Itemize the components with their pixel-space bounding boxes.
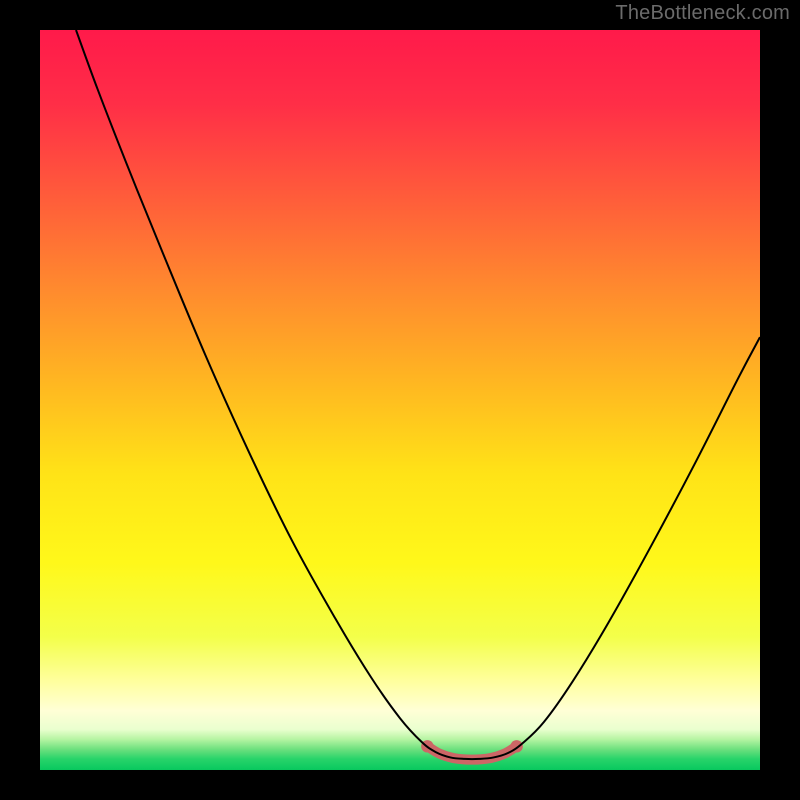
plot-area [40, 30, 760, 770]
main-curve [76, 30, 760, 759]
highlight-segment [427, 746, 516, 759]
watermark-text: TheBottleneck.com [615, 2, 790, 25]
chart-frame: TheBottleneck.com [0, 0, 800, 800]
chart-svg [40, 30, 760, 770]
